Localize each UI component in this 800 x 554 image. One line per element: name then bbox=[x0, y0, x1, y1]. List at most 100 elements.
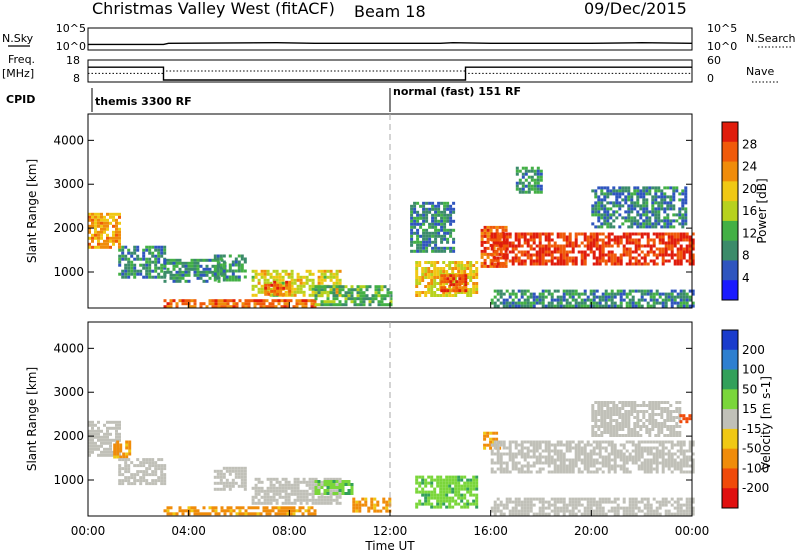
data-cell bbox=[505, 241, 509, 245]
data-cell bbox=[278, 495, 282, 499]
data-cell bbox=[109, 438, 112, 442]
data-cell bbox=[559, 253, 563, 257]
data-cell bbox=[583, 443, 587, 447]
data-cell bbox=[320, 303, 324, 307]
data-cell bbox=[685, 449, 689, 453]
data-cell bbox=[664, 512, 668, 516]
data-cell bbox=[425, 201, 429, 205]
data-cell bbox=[251, 486, 255, 490]
data-cell bbox=[642, 422, 646, 425]
data-cell bbox=[222, 481, 226, 485]
data-cell bbox=[296, 486, 300, 490]
data-cell bbox=[646, 446, 650, 450]
data-cell bbox=[100, 212, 103, 216]
data-cell bbox=[97, 212, 100, 216]
data-cell bbox=[682, 235, 686, 239]
data-cell bbox=[251, 293, 255, 297]
data-cell bbox=[526, 238, 530, 242]
data-cell bbox=[598, 298, 602, 302]
data-cell bbox=[532, 452, 536, 456]
data-cell bbox=[466, 282, 470, 285]
data-cell bbox=[649, 470, 653, 474]
data-cell bbox=[457, 490, 461, 494]
data-cell bbox=[329, 300, 333, 304]
data-cell bbox=[627, 410, 631, 413]
data-cell bbox=[547, 470, 551, 474]
data-cell bbox=[679, 232, 683, 236]
data-cell bbox=[646, 244, 650, 248]
data-cell bbox=[574, 244, 578, 248]
data-cell bbox=[439, 484, 443, 488]
data-cell bbox=[604, 298, 608, 302]
data-cell bbox=[121, 482, 125, 486]
data-cell bbox=[163, 473, 167, 477]
data-cell bbox=[529, 247, 533, 251]
data-cell bbox=[664, 464, 668, 468]
data-cell bbox=[100, 233, 103, 237]
data-cell bbox=[422, 237, 426, 241]
data-cell bbox=[619, 262, 623, 266]
data-cell bbox=[275, 486, 279, 490]
data-cell bbox=[496, 241, 500, 245]
data-cell bbox=[649, 238, 653, 242]
data-cell bbox=[434, 210, 438, 214]
data-cell bbox=[511, 464, 515, 468]
data-cell bbox=[442, 490, 446, 494]
data-cell bbox=[286, 509, 290, 513]
data-cell bbox=[661, 458, 665, 462]
data-cell bbox=[106, 236, 109, 240]
data-cell bbox=[226, 509, 230, 513]
data-cell bbox=[216, 266, 220, 270]
data-cell bbox=[594, 210, 598, 214]
data-cell bbox=[335, 275, 339, 279]
data-cell bbox=[430, 490, 434, 494]
data-cell bbox=[670, 235, 674, 239]
data-cell bbox=[550, 253, 554, 257]
data-cell bbox=[427, 499, 431, 503]
data-cell bbox=[630, 225, 634, 229]
data-cell bbox=[100, 218, 103, 222]
data-cell bbox=[437, 228, 441, 232]
data-cell bbox=[625, 470, 629, 474]
data-cell bbox=[493, 500, 497, 504]
data-cell bbox=[508, 244, 512, 248]
data-cell bbox=[664, 298, 668, 302]
data-cell bbox=[532, 503, 536, 507]
data-cell bbox=[685, 470, 689, 474]
data-cell bbox=[493, 443, 497, 447]
data-cell bbox=[541, 455, 545, 459]
data-cell bbox=[202, 273, 206, 277]
data-cell bbox=[679, 467, 683, 471]
data-cell bbox=[106, 441, 109, 445]
data-cell bbox=[499, 250, 503, 254]
data-cell bbox=[595, 241, 599, 245]
data-cell bbox=[421, 487, 425, 491]
data-cell bbox=[308, 492, 312, 496]
data-cell bbox=[502, 232, 506, 236]
data-cell bbox=[413, 225, 417, 229]
data-cell bbox=[517, 232, 521, 236]
data-cell bbox=[184, 264, 188, 268]
data-cell bbox=[604, 440, 608, 444]
data-cell bbox=[205, 264, 209, 268]
data-cell bbox=[637, 253, 641, 257]
data-cell bbox=[550, 292, 554, 296]
data-cell bbox=[386, 288, 390, 292]
data-cell bbox=[645, 404, 649, 407]
data-cell bbox=[603, 428, 607, 431]
data-cell bbox=[448, 502, 452, 506]
data-cell bbox=[163, 275, 167, 279]
data-cell bbox=[547, 455, 551, 459]
data-cell bbox=[422, 207, 426, 211]
data-cell bbox=[410, 228, 414, 232]
data-cell bbox=[654, 425, 658, 428]
data-cell bbox=[94, 245, 97, 249]
data-cell bbox=[231, 466, 235, 470]
data-cell bbox=[580, 256, 584, 260]
data-cell bbox=[628, 509, 632, 513]
data-cell bbox=[436, 493, 440, 497]
data-cell bbox=[284, 272, 288, 276]
data-cell bbox=[553, 467, 557, 471]
data-cell bbox=[284, 483, 288, 487]
data-cell bbox=[640, 509, 644, 513]
